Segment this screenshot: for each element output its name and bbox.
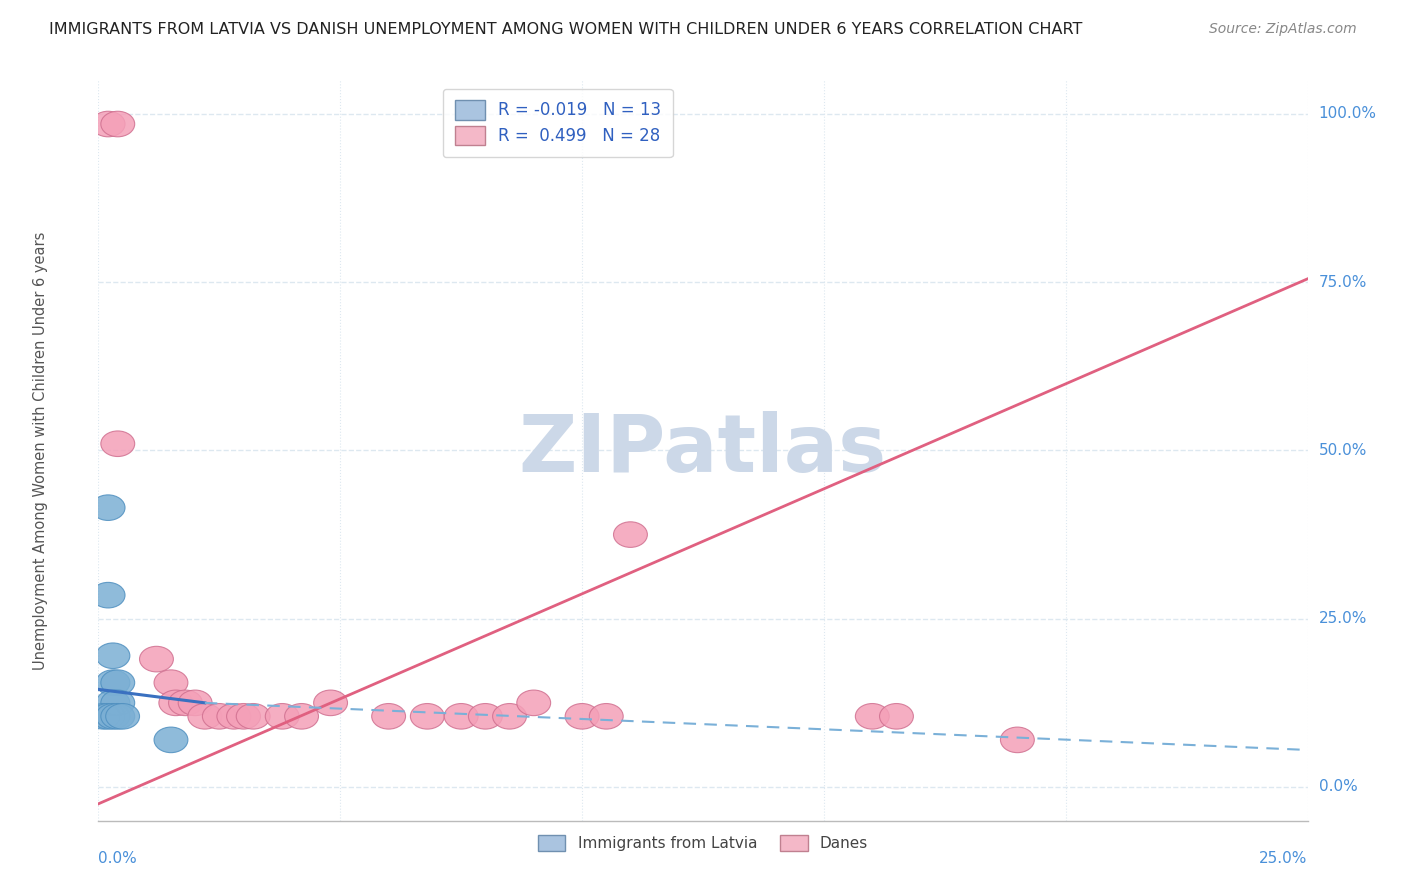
Ellipse shape [101, 670, 135, 696]
Ellipse shape [468, 704, 502, 729]
Ellipse shape [139, 647, 173, 672]
Ellipse shape [492, 704, 526, 729]
Ellipse shape [91, 495, 125, 520]
Ellipse shape [226, 704, 260, 729]
Text: 100.0%: 100.0% [1319, 106, 1376, 121]
Ellipse shape [202, 704, 236, 729]
Text: 25.0%: 25.0% [1319, 611, 1367, 626]
Text: 50.0%: 50.0% [1319, 443, 1367, 458]
Ellipse shape [155, 670, 188, 696]
Text: 0.0%: 0.0% [98, 851, 138, 866]
Ellipse shape [444, 704, 478, 729]
Ellipse shape [1001, 727, 1035, 753]
Ellipse shape [101, 690, 135, 715]
Ellipse shape [91, 704, 125, 729]
Ellipse shape [589, 704, 623, 729]
Text: 0.0%: 0.0% [1319, 780, 1357, 795]
Ellipse shape [517, 690, 551, 715]
Ellipse shape [96, 690, 129, 715]
Ellipse shape [179, 690, 212, 715]
Text: IMMIGRANTS FROM LATVIA VS DANISH UNEMPLOYMENT AMONG WOMEN WITH CHILDREN UNDER 6 : IMMIGRANTS FROM LATVIA VS DANISH UNEMPLO… [49, 22, 1083, 37]
Ellipse shape [411, 704, 444, 729]
Ellipse shape [855, 704, 889, 729]
Ellipse shape [284, 704, 319, 729]
Text: 25.0%: 25.0% [1260, 851, 1308, 866]
Ellipse shape [880, 704, 914, 729]
Ellipse shape [91, 582, 125, 608]
Ellipse shape [236, 704, 270, 729]
Ellipse shape [96, 643, 129, 668]
Ellipse shape [188, 704, 222, 729]
Ellipse shape [169, 690, 202, 715]
Ellipse shape [96, 670, 129, 696]
Ellipse shape [371, 704, 405, 729]
Ellipse shape [91, 112, 125, 136]
Legend: Immigrants from Latvia, Danes: Immigrants from Latvia, Danes [531, 830, 875, 857]
Ellipse shape [613, 522, 647, 548]
Text: ZIPatlas: ZIPatlas [519, 411, 887, 490]
Ellipse shape [155, 727, 188, 753]
Ellipse shape [314, 690, 347, 715]
Text: Source: ZipAtlas.com: Source: ZipAtlas.com [1209, 22, 1357, 37]
Ellipse shape [105, 704, 139, 729]
Ellipse shape [159, 690, 193, 715]
Text: Unemployment Among Women with Children Under 6 years: Unemployment Among Women with Children U… [32, 231, 48, 670]
Text: 75.0%: 75.0% [1319, 275, 1367, 290]
Ellipse shape [565, 704, 599, 729]
Ellipse shape [101, 431, 135, 457]
Ellipse shape [101, 112, 135, 136]
Ellipse shape [86, 704, 120, 729]
Ellipse shape [266, 704, 299, 729]
Ellipse shape [101, 704, 135, 729]
Ellipse shape [96, 704, 129, 729]
Ellipse shape [217, 704, 250, 729]
